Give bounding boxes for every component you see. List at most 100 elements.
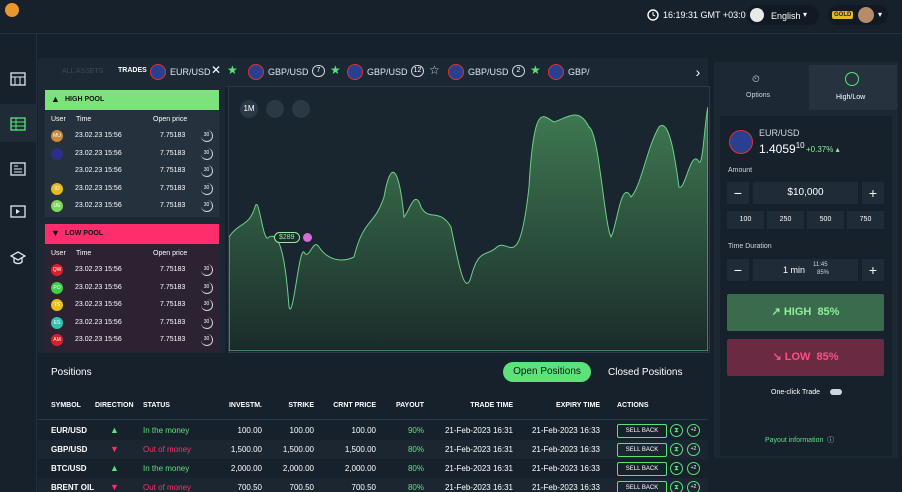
tab-star[interactable]: ☆ (429, 63, 440, 77)
logo[interactable] (5, 3, 19, 17)
cell-expiry-time: 21-Feb-2023 16:33 (531, 483, 600, 492)
trade-price: 7.75183 (160, 336, 186, 343)
tier-badge: GOLD (832, 11, 854, 19)
user-avatar: MU (51, 130, 63, 142)
tab-highlow[interactable]: High/Low (836, 94, 866, 101)
extend-button[interactable]: +2 (687, 443, 700, 456)
amount-plus[interactable]: + (862, 182, 884, 204)
timer-icon[interactable]: ⧗ (670, 443, 683, 456)
payout-info[interactable]: Payout information ⓘ (765, 437, 835, 444)
cell-expiry-time: 21-Feb-2023 16:33 (531, 445, 600, 454)
timer-icon[interactable]: ⧗ (670, 462, 683, 475)
asset-flag (729, 130, 753, 154)
tabs-next[interactable]: › (695, 64, 701, 80)
amount-preset[interactable]: 100 (727, 211, 764, 229)
tab-options[interactable]: Options (746, 92, 771, 99)
header-divider (38, 419, 708, 420)
low-label: LOW (784, 351, 811, 363)
fullscreen-button[interactable] (292, 100, 310, 118)
amount-minus[interactable]: − (727, 182, 749, 204)
extend-button[interactable]: +2 (687, 462, 700, 475)
amount-input[interactable]: $10,000 (753, 182, 858, 204)
amount-preset[interactable]: 750 (847, 211, 884, 229)
column-header: STRIKE (288, 402, 314, 409)
trade-timer: 30 (201, 264, 213, 276)
trade-price: 7.75183 (160, 132, 186, 139)
row-stripe (38, 440, 708, 459)
tab-star-active[interactable]: ★ (530, 63, 541, 77)
avatar (858, 7, 874, 23)
asset-price: 1.405910 (759, 141, 805, 156)
tab-open-positions[interactable]: Open Positions (503, 362, 591, 382)
cell-symbol: BRENT OIL (51, 483, 95, 492)
tab-label[interactable]: EUR/USD (170, 67, 211, 77)
extend-button[interactable]: +2 (687, 424, 700, 437)
pool-title: HIGH POOL (65, 96, 105, 103)
close-button[interactable]: ✕ (211, 63, 222, 77)
tab-star-active[interactable]: ★ (227, 63, 238, 77)
timer-icon[interactable]: ⧗ (670, 481, 683, 492)
tab-star-active[interactable]: ★ (330, 63, 341, 77)
cell-symbol: GBP/USD (51, 445, 88, 454)
tab-closed-positions[interactable]: Closed Positions (608, 367, 683, 378)
cell-strike: 700.50 (289, 483, 314, 492)
cell-symbol: BTC/USD (51, 464, 87, 473)
sell-back-button[interactable]: SELL BACK (617, 462, 667, 476)
low-button[interactable]: ↘ LOW 85% (727, 339, 884, 376)
price-sup: 10 (795, 141, 805, 150)
tab-label[interactable]: GBP/ (568, 67, 590, 77)
high-payout: 85% (817, 306, 840, 318)
trade-price: 7.75183 (160, 301, 186, 308)
sell-back-button[interactable]: SELL BACK (617, 424, 667, 438)
user-avatar: IO (51, 182, 63, 195)
pool-column: Open price (153, 116, 188, 123)
duration-minus[interactable]: − (727, 259, 749, 281)
pool-arrow: ▼ (51, 228, 60, 238)
price: 1.4059 (759, 142, 796, 156)
tab-label[interactable]: GBP/USD (367, 67, 408, 77)
trade-time: 23.02.23 15:56 (75, 184, 122, 192)
high-label: HIGH (783, 306, 812, 318)
tab-label[interactable]: GBP/USD (268, 67, 309, 77)
column-header: CRNT PRICE (333, 402, 376, 409)
trade-timer: 30 (201, 316, 213, 329)
column-header: ACTIONS (617, 402, 649, 409)
cell-investment: 2,000.00 (230, 464, 262, 473)
amount-preset[interactable]: 250 (767, 211, 804, 229)
price-chart (229, 106, 708, 351)
timer-icon[interactable]: ⧗ (670, 424, 683, 437)
trade-time: 23.02.23 15:56 (75, 266, 122, 273)
chart-type-button[interactable] (266, 100, 284, 118)
nav-active (0, 104, 36, 142)
extend-button[interactable]: +2 (687, 481, 700, 492)
duration-input[interactable] (753, 259, 858, 281)
price-marker: $289 (274, 232, 300, 243)
high-button[interactable]: ↗ HIGH 85% (727, 294, 884, 331)
tab-label[interactable]: GBP/USD (468, 67, 509, 77)
trade-timer: 30 (201, 299, 213, 311)
trade-price: 7.75183 (160, 149, 186, 157)
clock-icon (647, 9, 659, 21)
trade-time: 23.02.23 15:56 (75, 149, 122, 157)
one-click-toggle[interactable] (830, 389, 842, 395)
trade-price: 7.75183 (160, 167, 186, 174)
pool-body (45, 110, 219, 217)
payout-info-label: Payout information (765, 437, 824, 444)
nav-icons[interactable] (10, 72, 26, 272)
sell-back-button[interactable]: SELL BACK (617, 443, 667, 457)
cell-investment: 700.50 (237, 483, 262, 492)
sell-back-button[interactable]: SELL BACK (617, 481, 667, 492)
user-avatar: UE (51, 200, 63, 212)
cell-strike: 2,000.00 (282, 464, 314, 473)
cell-expiry-time: 21-Feb-2023 16:33 (531, 464, 600, 473)
language: English (771, 11, 801, 21)
dropdown-arrow: ▾ (878, 10, 883, 19)
highlow-icon (845, 72, 859, 86)
asset-name: EUR/USD (759, 128, 800, 138)
language-select[interactable] (746, 5, 819, 25)
user-avatar: TS (51, 299, 63, 311)
amount-preset[interactable]: 500 (807, 211, 844, 229)
interval-button[interactable]: 1M (240, 100, 258, 118)
duration-plus[interactable]: + (862, 259, 884, 281)
price-area (229, 106, 708, 351)
